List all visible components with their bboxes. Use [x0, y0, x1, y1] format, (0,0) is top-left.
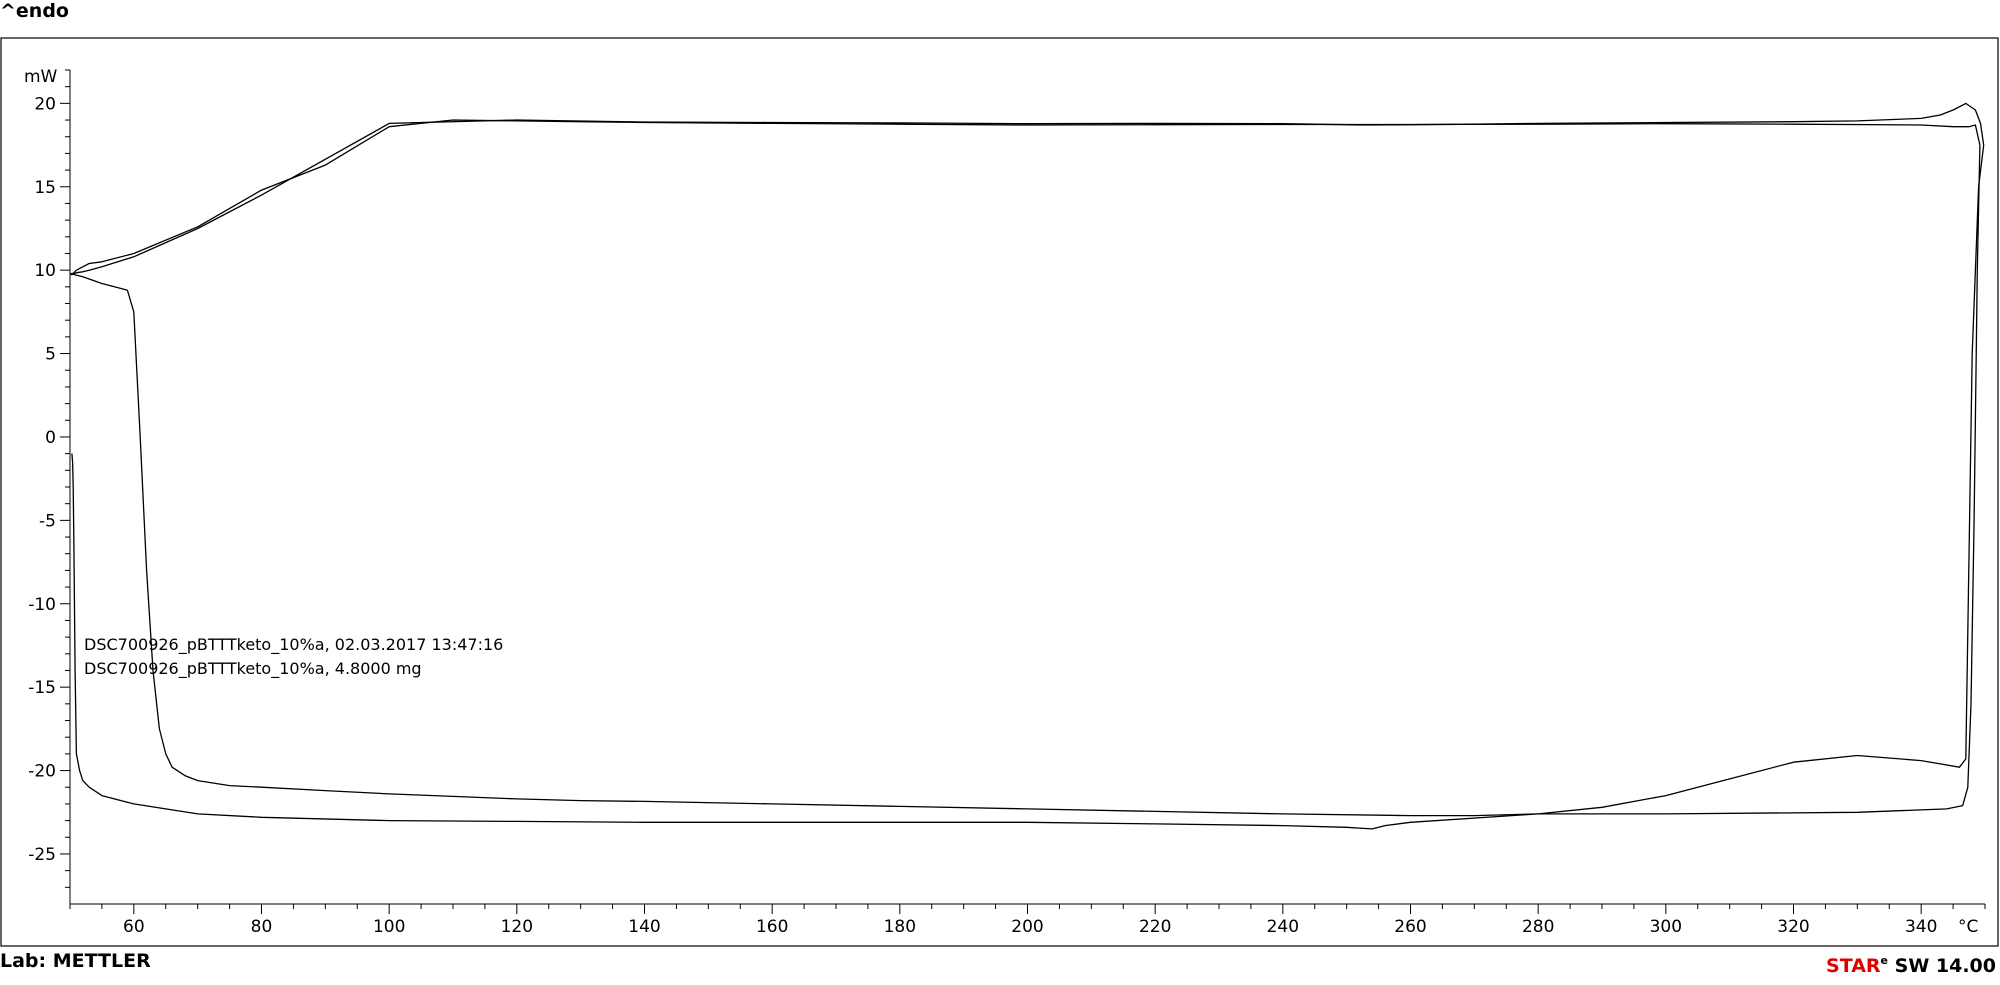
x-tick-label: 320	[1777, 917, 1809, 937]
annotation-run-info: DSC700926_pBTTTketo_10%a, 02.03.2017 13:…	[84, 635, 503, 655]
x-tick-label: 140	[628, 917, 660, 937]
y-tick-label: 0	[45, 428, 56, 448]
x-tick-label: 240	[1267, 917, 1299, 937]
x-tick-label: 260	[1394, 917, 1426, 937]
x-tick-label: 160	[756, 917, 788, 937]
y-tick-label: -5	[39, 511, 56, 531]
software-name-red: STAR	[1826, 955, 1881, 977]
x-tick-label: 80	[251, 917, 273, 937]
plot-frame	[0, 37, 1999, 947]
x-tick-label: 300	[1650, 917, 1682, 937]
endo-direction-label: ^endo	[0, 0, 69, 22]
lab-label: Lab: METTLER	[0, 950, 151, 972]
y-tick-label: 5	[45, 345, 56, 365]
y-tick-label: 20	[34, 94, 56, 114]
annotation-sample-info: DSC700926_pBTTTketo_10%a, 4.8000 mg	[84, 659, 422, 679]
x-tick-label: 200	[1011, 917, 1043, 937]
y-tick-label: -20	[28, 762, 56, 782]
dsc-curve-segment-3	[70, 119, 1981, 276]
y-axis-unit-label: mW	[24, 67, 58, 87]
software-name-superscript: e	[1880, 954, 1889, 967]
x-axis-ticks: 60 80 100 120 140 160 180 200 220 240 260 280 300 320…	[69, 904, 1986, 937]
x-tick-label: 180	[884, 917, 916, 937]
y-tick-label: 15	[34, 178, 56, 198]
y-axis-ticks: 20 15 10 5 0 -5 -10 -15 -20 -25	[28, 69, 70, 888]
y-tick-label: 10	[34, 261, 56, 281]
x-tick-label: 120	[501, 917, 533, 937]
x-tick-label: 280	[1522, 917, 1554, 937]
x-axis-unit-label: °C	[1958, 917, 1978, 937]
dsc-curve-segment-2	[71, 102, 1985, 275]
dsc-curve-segment-1	[69, 145, 1985, 817]
dsc-curves	[69, 102, 1985, 830]
x-tick-label: 60	[123, 917, 145, 937]
x-tick-label: 100	[373, 917, 405, 937]
x-tick-label: 340	[1905, 917, 1937, 937]
y-tick-label: -15	[28, 678, 56, 698]
software-version-label: STARe SW 14.00	[1826, 950, 1996, 977]
dsc-curve-segment-4	[71, 145, 1981, 830]
software-version-text: SW 14.00	[1888, 955, 1996, 977]
y-tick-label: -10	[28, 595, 56, 615]
y-tick-label: -25	[28, 845, 56, 865]
x-tick-label: 220	[1139, 917, 1171, 937]
